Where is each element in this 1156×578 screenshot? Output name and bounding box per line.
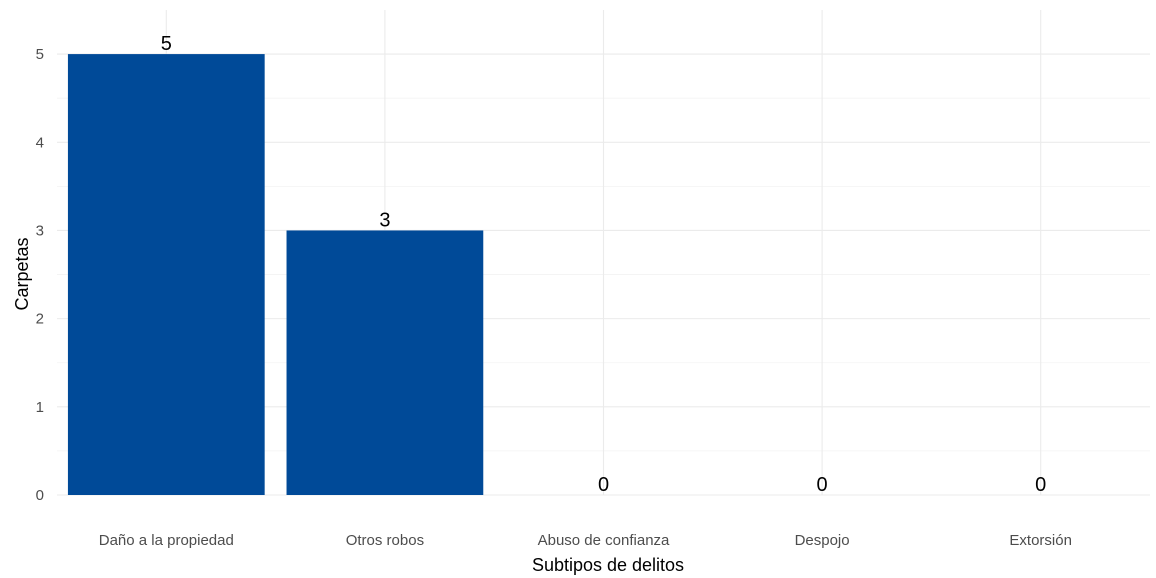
data-labels: 5 3 0 0 0 <box>161 33 1047 496</box>
y-tick-label: 2 <box>36 311 44 328</box>
bar <box>67 54 265 495</box>
bar-value-label: 3 <box>379 209 390 231</box>
y-tick-label: 0 <box>36 487 44 504</box>
y-tick-label: 4 <box>36 134 44 151</box>
x-axis-ticks: Daño a la propiedad Otros robos Abuso de c… <box>99 532 1072 549</box>
y-tick-label: 1 <box>36 399 44 416</box>
bars <box>67 54 484 496</box>
bar-value-label: 0 <box>817 474 828 496</box>
x-tick-label: Despojo <box>795 532 850 549</box>
x-axis-title: Subtipos de delitos <box>532 555 684 575</box>
y-tick-label: 3 <box>36 222 44 239</box>
x-tick-label: Abuso de confianza <box>538 532 670 549</box>
bar-value-label: 5 <box>161 33 172 55</box>
bar-value-label: 0 <box>598 474 609 496</box>
x-tick-label: Extorsión <box>1009 532 1072 549</box>
bar <box>286 230 484 496</box>
y-axis-title: Carpetas <box>12 237 32 310</box>
x-tick-label: Otros robos <box>346 532 424 549</box>
y-tick-label: 5 <box>36 46 44 63</box>
bar-value-label: 0 <box>1035 474 1046 496</box>
x-tick-label: Daño a la propiedad <box>99 532 234 549</box>
y-axis-ticks: 0 1 2 3 4 5 <box>36 46 44 504</box>
